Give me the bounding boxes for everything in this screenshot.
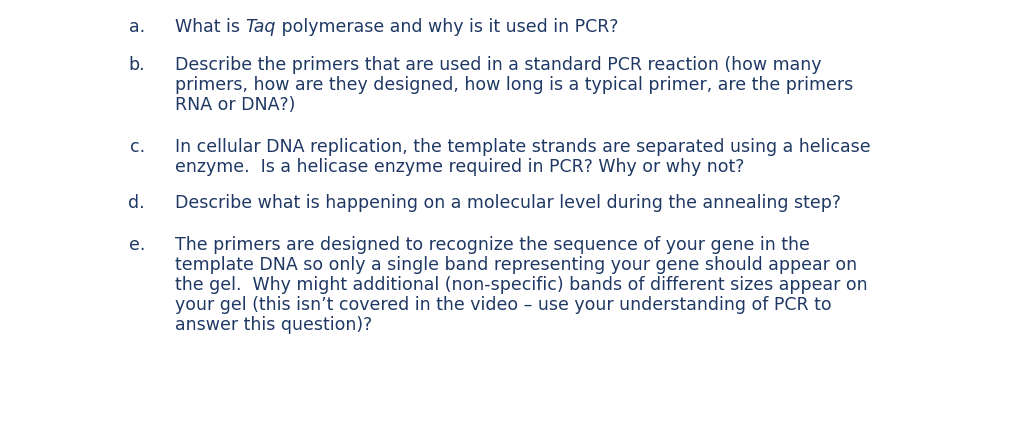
Text: In cellular DNA replication, the template strands are separated using a helicase: In cellular DNA replication, the templat… [175, 138, 870, 156]
Text: What is: What is [175, 18, 245, 36]
Text: d.: d. [128, 194, 145, 212]
Text: RNA or DNA?): RNA or DNA?) [175, 96, 295, 114]
Text: primers, how are they designed, how long is a typical primer, are the primers: primers, how are they designed, how long… [175, 76, 853, 94]
Text: Describe the primers that are used in a standard PCR reaction (how many: Describe the primers that are used in a … [175, 56, 822, 74]
Text: e.: e. [128, 236, 145, 254]
Text: Describe what is happening on a molecular level during the annealing step?: Describe what is happening on a molecula… [175, 194, 841, 212]
Text: answer this question)?: answer this question)? [175, 316, 373, 334]
Text: your gel (this isn’t covered in the video – use your understanding of PCR to: your gel (this isn’t covered in the vide… [175, 296, 832, 314]
Text: Taq: Taq [245, 18, 276, 36]
Text: b.: b. [128, 56, 145, 74]
Text: c.: c. [129, 138, 145, 156]
Text: The primers are designed to recognize the sequence of your gene in the: The primers are designed to recognize th… [175, 236, 809, 254]
Text: polymerase and why is it used in PCR?: polymerase and why is it used in PCR? [276, 18, 618, 36]
Text: a.: a. [129, 18, 145, 36]
Text: enzyme.  Is a helicase enzyme required in PCR? Why or why not?: enzyme. Is a helicase enzyme required in… [175, 158, 744, 176]
Text: template DNA so only a single band representing your gene should appear on: template DNA so only a single band repre… [175, 256, 857, 274]
Text: the gel.  Why might additional (non-specific) bands of different sizes appear on: the gel. Why might additional (non-speci… [175, 276, 867, 294]
